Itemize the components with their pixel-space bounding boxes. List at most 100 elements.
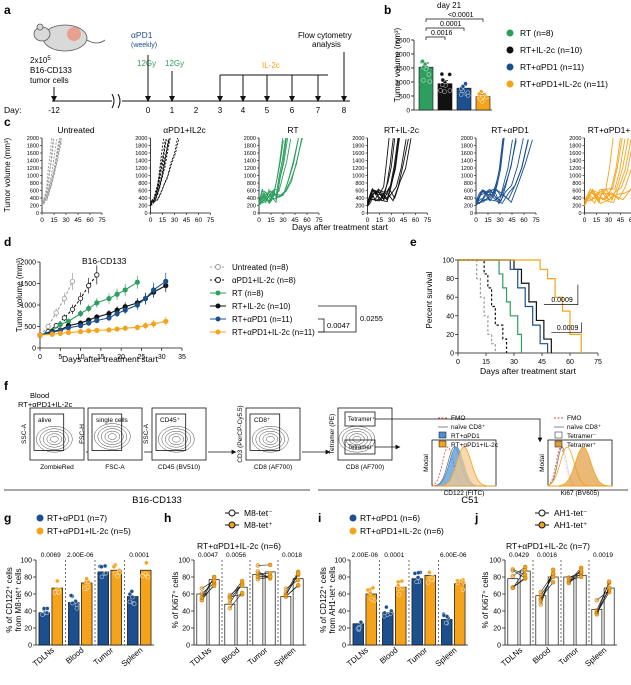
data-point bbox=[44, 610, 50, 616]
y-tick-label: 1400 bbox=[569, 159, 581, 165]
x-tick-label: 0 bbox=[583, 217, 587, 224]
g-ylabel-2: from M8-tet⁺ cells bbox=[14, 568, 23, 631]
y-tick-label: 20 bbox=[24, 626, 32, 633]
legend-item: RT (n=8) bbox=[232, 289, 264, 298]
data-point bbox=[74, 606, 80, 611]
density-contour bbox=[101, 428, 124, 445]
legend-item: M8-tet⁻ bbox=[244, 508, 273, 518]
survival-curve bbox=[458, 259, 549, 353]
x-tick-label: 0 bbox=[149, 217, 153, 224]
panel-d-plot: 0 500 1000 1500 2000 0 5 10 15 20 25 30 35 bbox=[20, 260, 186, 362]
y-tick-label: 1800 bbox=[352, 144, 364, 150]
y-tick-label: 1500 bbox=[396, 66, 411, 73]
y-tick-label: 1400 bbox=[352, 159, 364, 165]
y-tick-label: 60 bbox=[338, 592, 346, 599]
legend-marker bbox=[36, 514, 44, 522]
y-tick-label: 1200 bbox=[352, 166, 364, 172]
data-point bbox=[397, 592, 402, 597]
legend-marker bbox=[506, 63, 514, 71]
growth-curve bbox=[41, 138, 55, 206]
legend-item: RT+αPD1 (n=11) bbox=[232, 315, 293, 324]
legend-item: Untreated (n=8) bbox=[232, 263, 289, 272]
data-point bbox=[460, 587, 466, 593]
data-point bbox=[115, 573, 120, 579]
y-tick-label: 200 bbox=[247, 204, 256, 210]
data-point bbox=[455, 580, 461, 586]
panel-i: i RT+αPD1 (n=6) RT+αPD1+IL-2c (n=6) % of… bbox=[318, 511, 468, 669]
y-tick-label: 1600 bbox=[135, 151, 147, 157]
data-point bbox=[439, 71, 445, 77]
subplot-title: Untreated bbox=[57, 125, 95, 135]
data-point bbox=[443, 620, 449, 626]
panel-f-plots: ZombieRed SSC-A alive FSC-A FSC-H single cell… bbox=[21, 405, 613, 497]
significance-bracket bbox=[543, 284, 579, 305]
y-tick-label: 40 bbox=[182, 609, 190, 616]
density-contour bbox=[345, 430, 369, 448]
data-point bbox=[77, 295, 84, 302]
y-tick-label: 800 bbox=[572, 181, 581, 187]
bar bbox=[411, 578, 423, 646]
data-point bbox=[510, 567, 516, 572]
density-contour bbox=[259, 430, 282, 448]
pval: 0.0009 bbox=[557, 325, 579, 332]
panel-g: g RT+αPD1 (n=7) RT+αPD1+IL-2c (n=5) % of… bbox=[4, 511, 154, 669]
bar bbox=[38, 612, 50, 646]
growth-curve bbox=[41, 137, 62, 206]
f-blood-group: RT+αPD1+IL-2c bbox=[18, 400, 72, 409]
growth-curve bbox=[150, 137, 179, 205]
data-point bbox=[427, 570, 432, 575]
y-tick-label: 800 bbox=[355, 181, 364, 187]
y-tick-label: 500 bbox=[399, 94, 410, 101]
y-tick-label: 20 bbox=[182, 626, 190, 633]
data-point bbox=[68, 593, 74, 598]
bar bbox=[454, 583, 466, 646]
data-point bbox=[358, 620, 364, 625]
y-tick-label: 1000 bbox=[569, 174, 581, 180]
x-tick-label: 30 bbox=[62, 217, 70, 224]
x-tick-label: 45 bbox=[538, 359, 546, 366]
density-contour bbox=[50, 435, 59, 443]
data-point bbox=[283, 586, 289, 591]
y-tick-label: 1400 bbox=[244, 159, 256, 165]
panel-d-xlabel: Days after treatment start bbox=[62, 354, 159, 364]
pval: 0.0001 bbox=[129, 552, 149, 559]
panel-label-c: c bbox=[4, 115, 11, 129]
legend-item: RT+IL-2c (n=10) bbox=[232, 302, 291, 311]
x-category-label: Tumor bbox=[406, 645, 430, 667]
legend-marker bbox=[438, 431, 447, 439]
y-tick-label: 400 bbox=[247, 196, 256, 202]
pval: 0.0056 bbox=[226, 552, 246, 559]
data-point bbox=[442, 89, 447, 94]
data-point bbox=[384, 604, 389, 610]
y-tick-label: 800 bbox=[464, 181, 473, 187]
data-point bbox=[111, 564, 117, 569]
panel-label-b: b bbox=[384, 3, 391, 17]
x-tick-label: 60 bbox=[520, 217, 528, 224]
pval: <0.0001 bbox=[448, 12, 474, 19]
density-contour bbox=[97, 425, 128, 448]
data-point bbox=[606, 579, 612, 584]
y-tick-label: 600 bbox=[355, 189, 364, 195]
survival-curve bbox=[458, 259, 496, 353]
y-tick-label: 80 bbox=[24, 575, 32, 582]
growth-curve bbox=[367, 138, 396, 207]
survival-curve bbox=[458, 259, 523, 353]
x-category-label: Tumor bbox=[92, 645, 116, 667]
x-category-label: TDLNs bbox=[345, 646, 370, 669]
x-tick-label: 30 bbox=[279, 217, 287, 224]
data-point bbox=[52, 590, 57, 595]
data-point bbox=[594, 612, 600, 617]
data-point bbox=[420, 59, 425, 64]
y-tick-label: 1400 bbox=[461, 159, 473, 165]
growth-curve bbox=[258, 138, 289, 204]
day-tick: -12 bbox=[48, 106, 60, 115]
y-tick-label: 2500 bbox=[396, 38, 411, 45]
mouse-icon bbox=[33, 23, 106, 52]
gate bbox=[155, 413, 187, 451]
data-point bbox=[134, 302, 140, 308]
x-tick-label: 10 bbox=[77, 354, 85, 361]
growth-curve bbox=[41, 138, 54, 207]
y-tick-label: 1600 bbox=[569, 151, 581, 157]
bar bbox=[437, 83, 453, 111]
